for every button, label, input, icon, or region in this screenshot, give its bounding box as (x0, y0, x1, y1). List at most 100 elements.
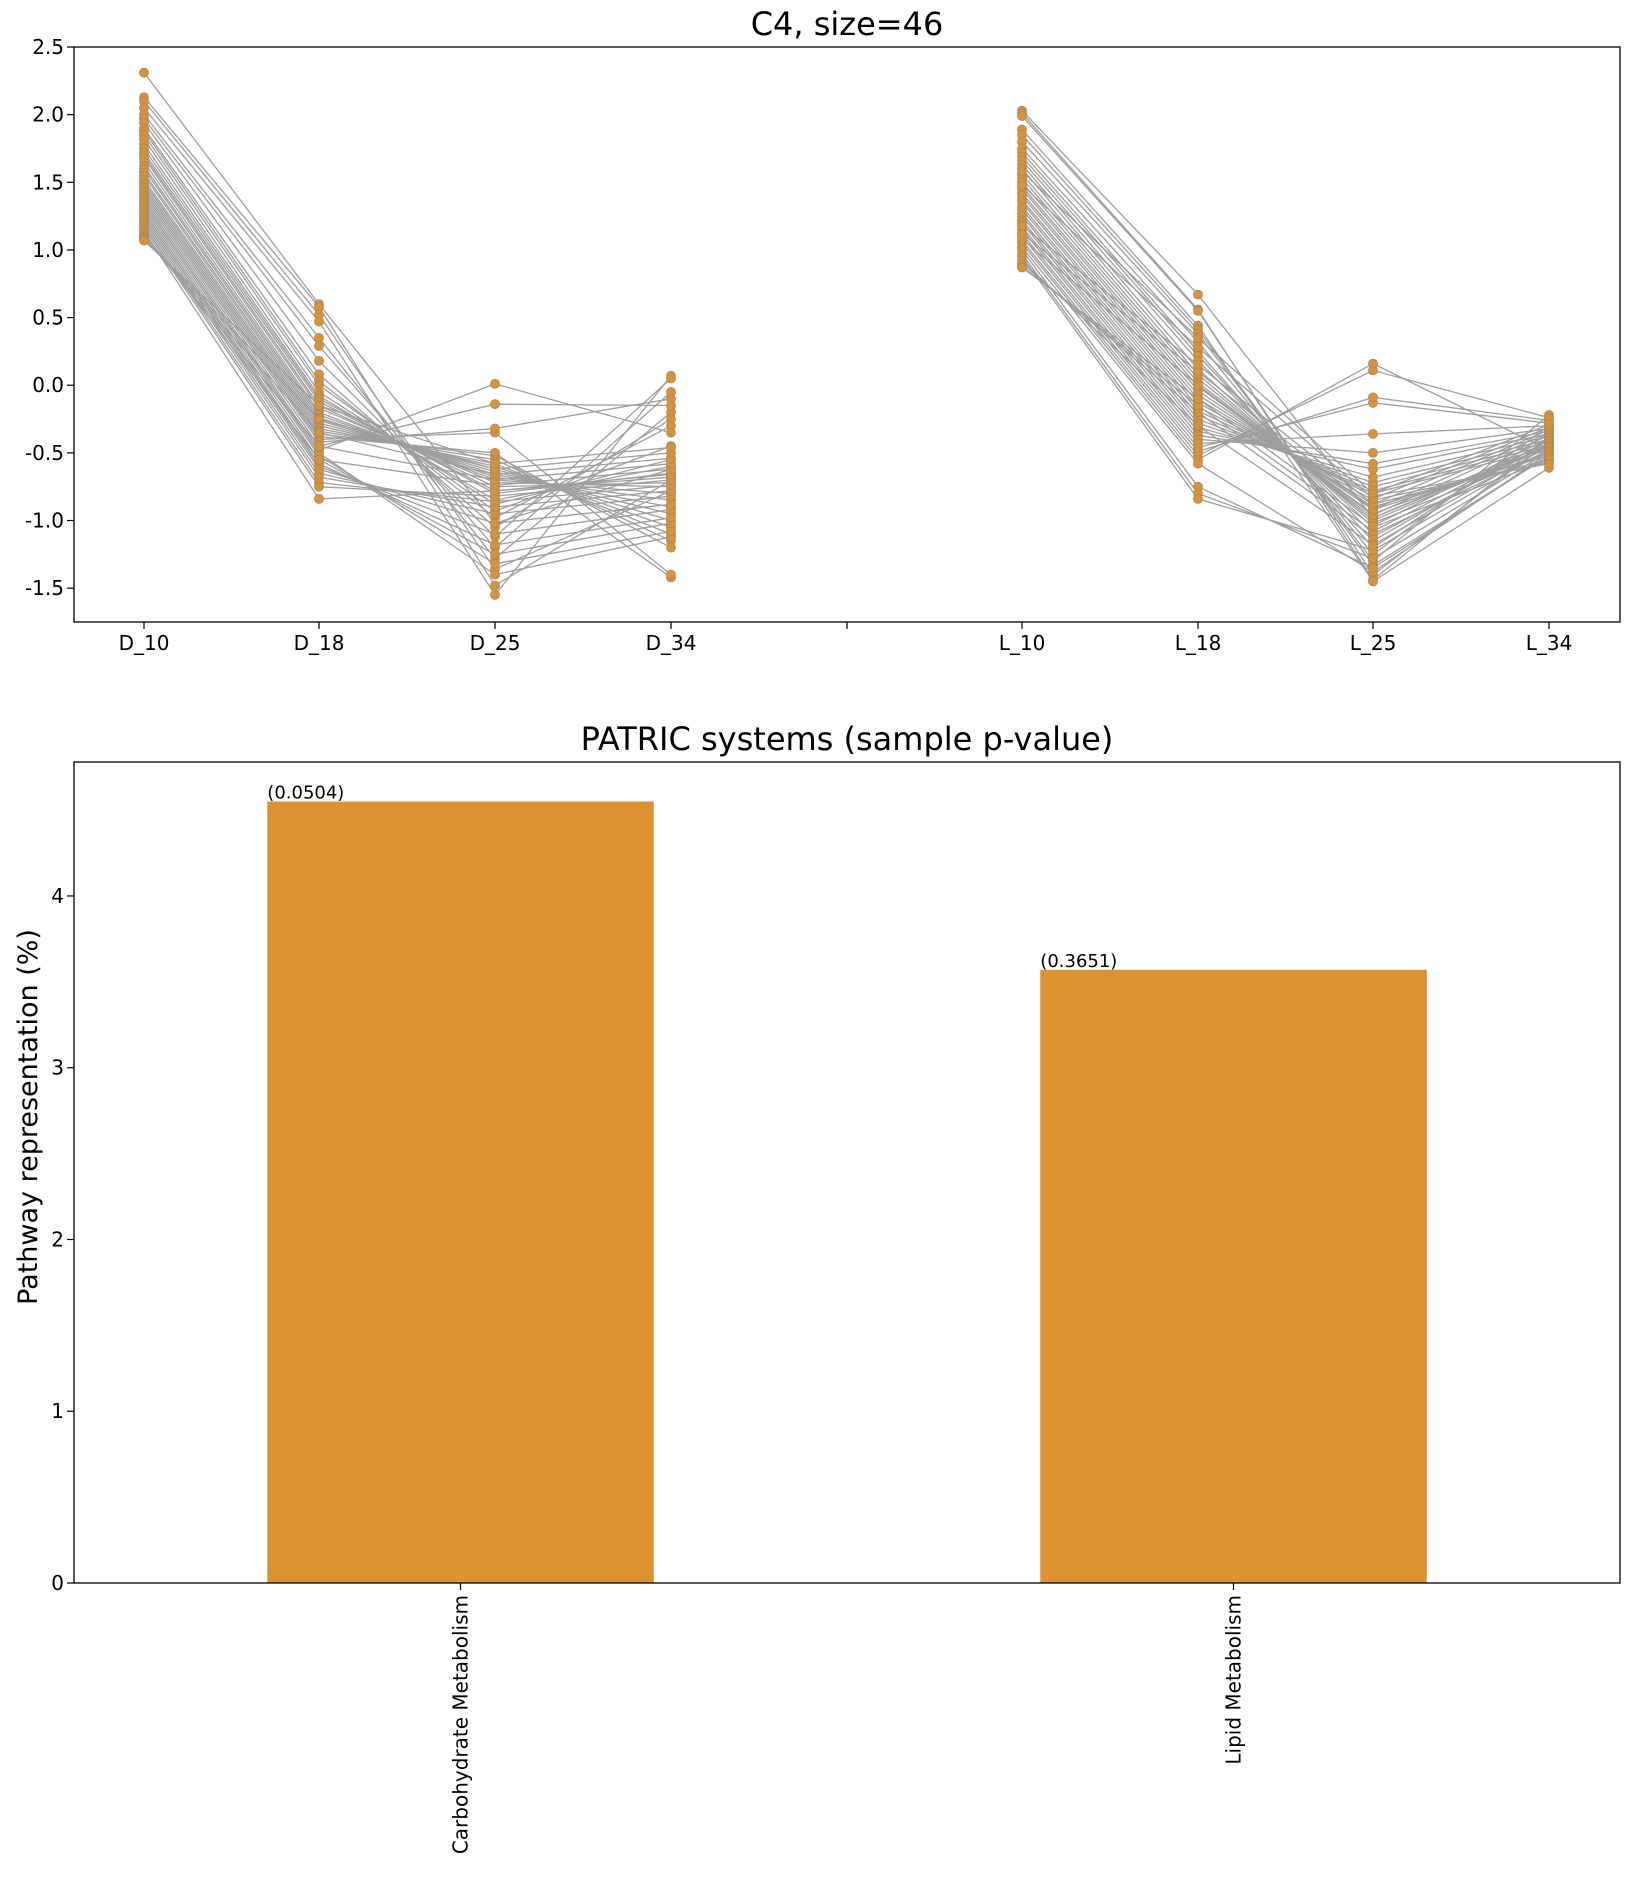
x-tick-label: L_18 (1175, 631, 1222, 655)
data-point-s25-8 (1368, 472, 1378, 483)
bar-2 (1040, 969, 1427, 1583)
data-point-s27-8 (1368, 458, 1378, 469)
data-point-s44-7 (1193, 359, 1203, 370)
data-point-s45-6 (1017, 180, 1027, 190)
data-point-s41-6 (1017, 262, 1027, 273)
data-point-s25-4 (666, 542, 676, 553)
series-line-6 (143, 118, 1550, 563)
data-point-s31-8 (1368, 392, 1378, 403)
series-line-44 (143, 225, 1550, 506)
data-point-s2-2 (314, 301, 324, 312)
y-tick-label: 2.5 (32, 35, 64, 59)
data-point-s30-3 (490, 378, 500, 389)
data-point-s36-8 (1368, 553, 1378, 564)
top-chart-plot-frame (73, 46, 1621, 623)
y-tick-label: 2 (51, 1227, 64, 1251)
data-point-s26-3 (490, 447, 500, 458)
data-point-s42-7 (1193, 380, 1203, 391)
data-point-s36-3 (490, 518, 500, 529)
data-point-s40-2 (314, 481, 324, 492)
data-point-s29-3 (490, 399, 500, 410)
series-line-36 (143, 217, 1550, 560)
bottom-chart: PATRIC systems (sample p-value) Pathway … (13, 720, 1621, 1854)
top-chart-title: C4, size=46 (751, 5, 944, 43)
data-point-s7-4 (666, 373, 676, 384)
data-point-s38-8 (1368, 540, 1378, 550)
data-point-s1-1 (139, 67, 149, 78)
data-point-s27-4 (666, 569, 676, 580)
data-point-s3-7 (1193, 305, 1203, 316)
y-tick-label: 1.5 (32, 170, 64, 194)
bar-1 (267, 801, 654, 1583)
data-point-s37-7 (1193, 493, 1203, 504)
data-point-s28-8 (1368, 447, 1378, 458)
data-point-s41-8 (1368, 521, 1378, 531)
x-tick-label: Lipid Metabolism (1222, 1595, 1246, 1765)
data-point-s35-8 (1368, 563, 1378, 573)
y-tick-label: 4 (51, 884, 64, 908)
data-point-s28-3 (490, 423, 500, 434)
data-point-s4-3 (490, 590, 500, 600)
y-tick-label: 2.0 (32, 103, 64, 127)
data-point-s4-2 (314, 316, 324, 327)
data-point-s41-2 (314, 493, 324, 504)
data-point-s34-3 (490, 540, 500, 550)
y-tick-label: 0 (51, 1571, 64, 1595)
top-chart-series-lines (143, 72, 1550, 597)
data-point-s29-8 (1368, 428, 1378, 439)
data-point-s6-2 (314, 341, 324, 351)
bottom-chart-plot-frame (73, 761, 1621, 1584)
y-tick-label: -1.0 (25, 509, 64, 533)
data-point-s46-9 (1544, 419, 1554, 430)
bottom-chart-title: PATRIC systems (sample p-value) (581, 720, 1114, 758)
series-line-1 (143, 72, 1550, 524)
data-point-s3-6 (1017, 111, 1027, 121)
series-line-17 (143, 161, 1550, 508)
series-line-12 (143, 144, 1550, 524)
y-tick-label: 1 (51, 1399, 64, 1423)
data-point-s35-3 (490, 529, 500, 539)
y-tick-label: 1.0 (32, 238, 64, 262)
data-point-s32-4 (666, 526, 676, 537)
data-point-s46-4 (666, 442, 676, 453)
data-point-s31-3 (490, 569, 500, 580)
data-point-s33-8 (1368, 358, 1378, 369)
x-tick-label: D_18 (294, 631, 345, 655)
bottom-chart-x-axis: Carbohydrate Metabolism Lipid Metabolism (449, 1583, 1246, 1854)
bar-data-label-2: (0.3651) (1040, 951, 1117, 972)
data-point-s33-3 (490, 549, 500, 560)
data-point-s1-7 (1193, 289, 1203, 300)
data-point-s44-6 (1017, 220, 1027, 231)
data-point-s7-2 (314, 355, 324, 366)
bottom-chart-y-axis: 0 1 2 3 4 (51, 884, 74, 1595)
series-line-32 (143, 206, 1550, 565)
data-point-s5-2 (314, 332, 324, 343)
data-point-s34-4 (666, 512, 676, 523)
series-line-43 (143, 233, 1550, 511)
top-chart: C4, size=46 2.5 2.0 1.5 1.0 0.5 0.0 -0.5 -1.0 -1… (25, 5, 1621, 655)
data-point-s20-9 (1544, 458, 1554, 469)
x-tick-label: D_34 (646, 631, 697, 655)
data-point-s45-2 (314, 414, 324, 425)
bottom-chart-y-axis-label: Pathway representation (%) (13, 929, 44, 1305)
y-tick-label: -0.5 (25, 441, 64, 465)
y-tick-label: 0.5 (32, 306, 64, 330)
series-line-41 (143, 230, 1550, 527)
data-point-s2-3 (490, 580, 500, 591)
bar-data-label-1: (0.0504) (267, 783, 344, 804)
top-chart-points (139, 67, 1554, 600)
x-tick-label: L_25 (1350, 631, 1397, 655)
x-tick-label: D_10 (119, 631, 170, 655)
data-point-s41-7 (1193, 393, 1203, 404)
top-chart-y-axis: 2.5 2.0 1.5 1.0 0.5 0.0 -0.5 -1.0 -1.5 (25, 35, 74, 600)
data-point-s45-7 (1193, 342, 1203, 353)
data-point-s29-4 (666, 400, 676, 411)
data-point-s38-7 (1193, 420, 1203, 431)
data-point-s44-2 (314, 427, 324, 438)
bottom-chart-data-labels: (0.0504) (0.3651) (267, 783, 1117, 972)
series-line-46 (143, 171, 1550, 495)
top-chart-x-axis: D_10 D_18 D_25 D_34 L_10 L_18 L_25 L_34 (119, 622, 1572, 655)
data-point-s46-6 (1017, 166, 1027, 177)
y-tick-label: -1.5 (25, 576, 64, 600)
